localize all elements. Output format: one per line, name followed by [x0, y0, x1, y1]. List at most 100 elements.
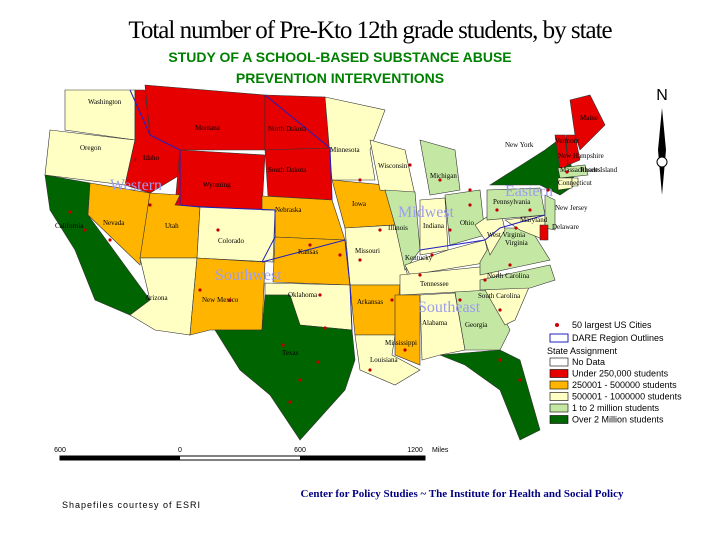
scale [300, 456, 425, 460]
legend-label: 250001 - 500000 students [572, 380, 677, 390]
state-label: Vermont [555, 137, 579, 145]
state [349, 284, 401, 336]
city [508, 263, 512, 267]
state-label: Delaware [552, 223, 579, 231]
legend-swatch [549, 403, 569, 413]
state-label: Wisconsin [378, 162, 408, 170]
state [196, 206, 276, 263]
state-label: Maryland [520, 216, 548, 224]
state-label: North Dakota [268, 125, 307, 133]
legend-swatch [549, 357, 569, 367]
state-label: Virginia [505, 239, 529, 247]
state-label: Oregon [80, 144, 101, 152]
states [44, 84, 606, 441]
region-label: Midwest [398, 204, 455, 221]
city [281, 343, 285, 347]
north-arrow: N [656, 87, 668, 195]
legend-swatch [549, 369, 569, 378]
dare-outline [261, 239, 353, 331]
state-label: South Dakota [268, 166, 307, 174]
state-label: Alabama [422, 319, 448, 327]
state-label: Connecticut [558, 179, 592, 187]
city [198, 288, 202, 292]
legend-city [555, 323, 559, 327]
city [418, 273, 422, 277]
state-label: Wyoming [203, 181, 231, 189]
legend-label: 50 largest US Cities [572, 320, 652, 330]
city [68, 210, 72, 214]
state-label: Michigan [430, 172, 457, 180]
state [394, 294, 421, 366]
state-label: Indiana [423, 222, 445, 230]
city [228, 298, 232, 302]
city [83, 228, 87, 232]
state [479, 264, 556, 291]
state-label: Kentucky [405, 254, 433, 262]
source: Shapefiles courtesy of ESRI [62, 500, 201, 510]
state [557, 177, 573, 191]
labels: Washington Oregon California Nevada Idaho Mon… [55, 98, 618, 404]
state-label: Pennsylvania [493, 198, 531, 206]
state-label: Illinois [388, 224, 408, 232]
state-label: Colorado [218, 237, 245, 245]
city [308, 243, 312, 247]
legend-heading: State Assignment [547, 346, 618, 356]
legend-outline [549, 333, 569, 343]
state-label: Kansas [298, 248, 318, 256]
dare-outline [419, 214, 546, 251]
title: Total number of Pre-Kto 12th grade stude… [128, 17, 612, 44]
city [448, 228, 452, 232]
scale-label: 1200 [407, 447, 423, 454]
legend-label: No Data [572, 357, 605, 367]
city [148, 203, 152, 207]
state-label: Rhode Island [580, 166, 618, 174]
region-label: Southwest [215, 267, 282, 284]
state [539, 224, 549, 241]
state-label: Nebraska [275, 206, 302, 214]
city [565, 170, 569, 174]
state [544, 194, 556, 231]
state-label: Utah [165, 222, 179, 230]
city [408, 163, 412, 167]
state [384, 189, 421, 271]
state-label: Idaho [143, 154, 159, 162]
state-label: North Carolina [487, 272, 530, 280]
city [458, 298, 462, 302]
legend-swatch [549, 380, 569, 390]
state-label: Arkansas [357, 298, 383, 306]
state [439, 349, 541, 441]
state [214, 294, 356, 441]
state-label: Minnesota [330, 146, 360, 154]
city [438, 178, 442, 182]
city [495, 208, 499, 212]
state [557, 164, 589, 179]
state-label: New Hampshire [558, 152, 604, 160]
city [483, 278, 487, 282]
state [419, 292, 466, 361]
state-label: Tennessee [420, 280, 449, 288]
region-label: Western [110, 177, 162, 194]
state [419, 139, 461, 196]
legend-label: DARE Region Outlines [572, 333, 664, 343]
dare-outline [264, 94, 333, 201]
state-label: Mississippi [385, 339, 417, 347]
city [498, 308, 502, 312]
city [358, 258, 362, 262]
region-label: Southeast [418, 299, 481, 316]
state-label: New Jersey [555, 204, 588, 212]
state-label: Ohio [460, 219, 475, 227]
state-label: New Mexico [202, 296, 239, 304]
city [498, 358, 502, 362]
city [338, 253, 342, 257]
city [378, 228, 382, 232]
city [288, 400, 292, 404]
state [174, 149, 266, 211]
state-label: Georgia [465, 321, 488, 329]
arrow [658, 108, 666, 195]
state-label: Missouri [355, 247, 380, 255]
city [133, 158, 137, 162]
state [87, 182, 151, 266]
legend-label: 500001 - 1000000 students [572, 392, 682, 402]
state-label: Montana [195, 124, 221, 132]
state-label: Iowa [352, 200, 367, 208]
